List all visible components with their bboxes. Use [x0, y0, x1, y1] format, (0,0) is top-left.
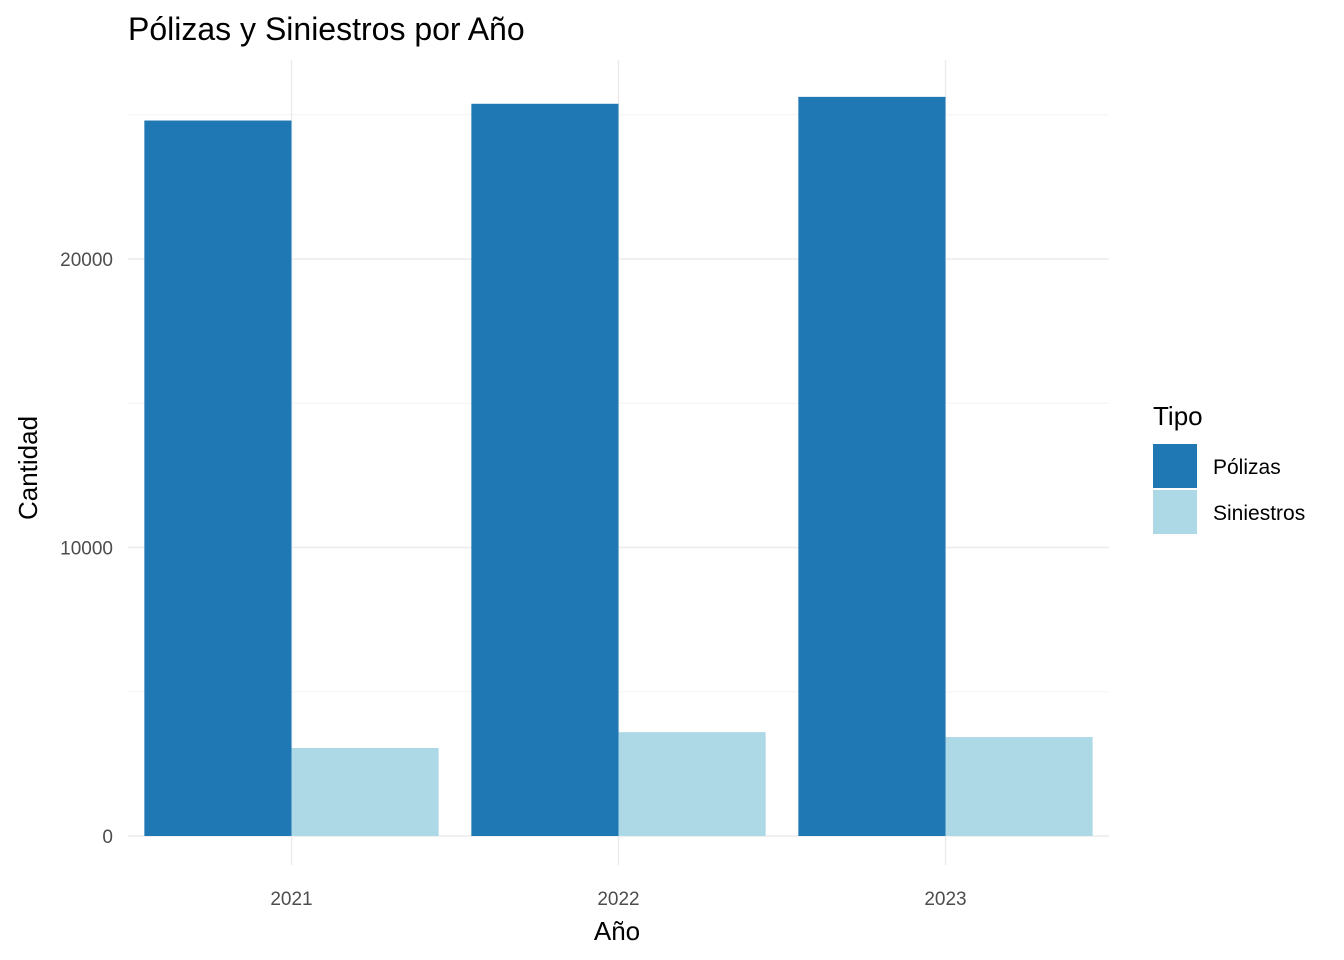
y-tick-label: 0 [102, 827, 113, 848]
y-axis-ticks: 0 10000 20000 [60, 250, 113, 848]
y-tick-label: 20000 [60, 250, 113, 271]
legend: Tipo Pólizas Siniestros [1153, 401, 1305, 534]
y-tick-label: 10000 [60, 539, 113, 560]
legend-label: Pólizas [1213, 456, 1281, 479]
chart-title: Pólizas y Siniestros por Año [128, 11, 525, 47]
x-tick-label: 2023 [924, 889, 966, 910]
bar-pólizas-2021 [144, 120, 292, 836]
legend-key-siniestros [1153, 490, 1197, 534]
legend-label: Siniestros [1213, 502, 1305, 525]
bar-siniestros-2022 [618, 732, 766, 836]
y-axis-title: Cantidad [13, 416, 43, 520]
bars [144, 96, 1093, 837]
legend-key-pólizas [1153, 444, 1197, 488]
x-axis-title: Año [594, 916, 640, 946]
bar-pólizas-2023 [798, 96, 946, 837]
x-tick-label: 2021 [270, 889, 312, 910]
bar-siniestros-2023 [945, 737, 1093, 836]
bar-pólizas-2022 [471, 103, 619, 837]
x-tick-label: 2022 [597, 889, 639, 910]
x-axis-ticks: 2021 2022 2023 [270, 889, 966, 910]
legend-title: Tipo [1153, 401, 1203, 431]
bar-siniestros-2021 [291, 748, 439, 836]
